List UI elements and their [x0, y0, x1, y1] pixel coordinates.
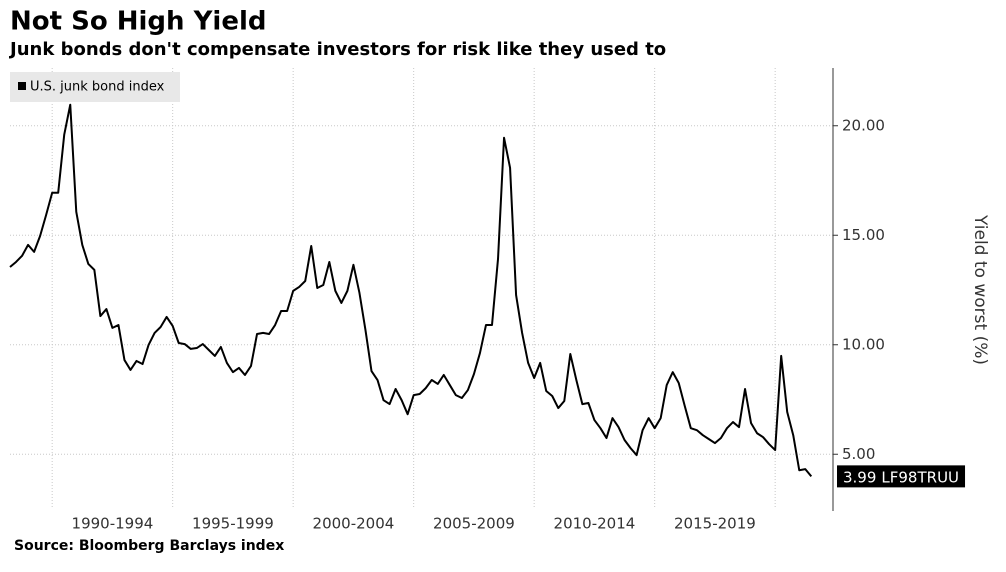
source: Source: Bloomberg Barclays index [14, 538, 284, 554]
legend-label: U.S. junk bond index [30, 80, 165, 95]
end-label-box [837, 465, 966, 488]
end-label-value: 3.99 [843, 468, 876, 486]
end-label-text: 3.99 LF98TRUU [843, 468, 959, 486]
x-tick-label: 2005-2009 [433, 515, 515, 533]
x-tick-label: 2015-2019 [674, 515, 756, 533]
end-label: 3.99 LF98TRUU [837, 465, 966, 488]
y-axis-label: Yield to worst (%) [970, 214, 990, 365]
x-tick-label: 1995-1999 [192, 515, 274, 533]
y-tick-label: 20.00 [842, 116, 885, 134]
chart-subtitle: Junk bonds don't compensate investors fo… [8, 39, 666, 60]
y-tick-label: 10.00 [842, 335, 885, 353]
chart-title: Not So High Yield [10, 7, 266, 37]
x-tick-label: 2010-2014 [554, 515, 636, 533]
legend-swatch [18, 82, 26, 90]
data-line [9, 103, 813, 478]
legend-box [10, 72, 180, 102]
x-tick-label: 2000-2004 [313, 515, 395, 533]
y-tick-label: 15.00 [842, 226, 885, 244]
x-tick-label: 1990-1994 [72, 515, 154, 533]
legend: U.S. junk bond index [10, 72, 180, 102]
y-tick-label: 5.00 [842, 445, 875, 463]
end-label-ticker: LF98TRUU [881, 468, 959, 486]
